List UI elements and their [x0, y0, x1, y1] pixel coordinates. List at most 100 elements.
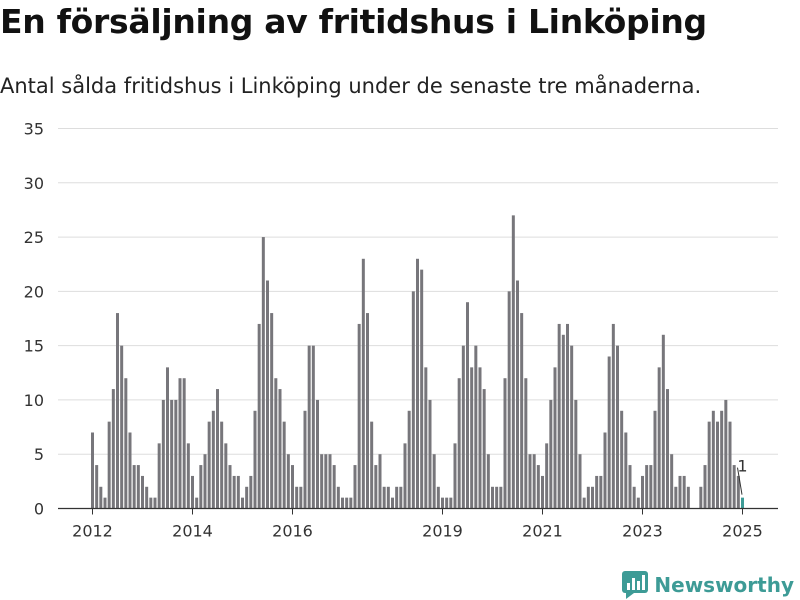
- x-tick-label: 2016: [272, 522, 313, 541]
- y-tick-label: 35: [24, 120, 44, 139]
- bar: [611, 323, 615, 509]
- bar: [720, 410, 724, 509]
- bar: [107, 421, 111, 509]
- bar: [266, 280, 269, 509]
- x-tick-label: 2023: [622, 522, 663, 541]
- bar: [270, 313, 274, 509]
- bar: [386, 486, 390, 509]
- bar: [411, 291, 415, 509]
- bar: [536, 465, 540, 509]
- newsworthy-logo[interactable]: Newsworthy: [622, 570, 794, 600]
- bar: [303, 410, 307, 509]
- bar-latest: [741, 497, 744, 509]
- bar: [716, 421, 719, 509]
- bar: [232, 475, 236, 509]
- bar: [407, 410, 411, 509]
- x-axis: 2012 2014 2016 2019 2021 2023 2025: [58, 507, 778, 541]
- bar: [507, 291, 511, 509]
- bar: [707, 421, 711, 509]
- bar: [570, 345, 574, 509]
- bar: [299, 486, 303, 509]
- bar: [220, 421, 224, 509]
- bar: [274, 378, 278, 509]
- bar: [132, 465, 136, 509]
- bar: [116, 313, 119, 509]
- bar: [353, 465, 357, 509]
- bar: [311, 345, 315, 509]
- bar: [645, 465, 649, 509]
- bar: [711, 410, 715, 509]
- bar: [403, 443, 407, 509]
- bar: [170, 399, 174, 509]
- bar: [391, 497, 394, 509]
- bar: [395, 486, 399, 509]
- y-tick-label: 15: [24, 337, 44, 356]
- bar: [416, 258, 419, 509]
- bar: [486, 454, 490, 509]
- y-tick-label: 25: [24, 228, 44, 247]
- bar: [99, 486, 103, 509]
- bar: [541, 475, 544, 509]
- bar: [136, 465, 140, 509]
- bar: [682, 475, 686, 509]
- bar: [728, 421, 732, 509]
- bar: [432, 454, 436, 509]
- bar: [520, 313, 524, 509]
- bar: [199, 465, 203, 509]
- bar: [661, 334, 665, 509]
- bar: [641, 475, 644, 509]
- bar: [316, 399, 319, 509]
- bar: [528, 454, 532, 509]
- x-tick-label: 2014: [172, 522, 213, 541]
- bar: [370, 421, 374, 509]
- bar: [599, 475, 603, 509]
- bar: [286, 454, 290, 509]
- bar: [561, 334, 565, 509]
- bar: [328, 454, 332, 509]
- bar: [678, 475, 682, 509]
- y-tick-label: 5: [34, 445, 44, 464]
- bar: [195, 497, 199, 509]
- bar: [595, 475, 599, 509]
- bar: [157, 443, 161, 509]
- bar: [574, 399, 578, 509]
- bar: [149, 497, 153, 509]
- bar: [336, 486, 340, 509]
- bar: [382, 486, 386, 509]
- bar: [478, 367, 482, 509]
- bar: [466, 302, 469, 509]
- bar: [603, 432, 607, 509]
- bar: [428, 399, 432, 509]
- bar: [503, 378, 507, 509]
- bar: [666, 389, 669, 509]
- bar: [349, 497, 353, 509]
- bar: [736, 475, 740, 509]
- bar: [557, 323, 561, 509]
- bar: [624, 432, 628, 509]
- y-tick-label: 0: [34, 500, 44, 519]
- bar: [91, 432, 94, 509]
- bar: [224, 443, 228, 509]
- x-tick-label: 2019: [422, 522, 463, 541]
- bar: [699, 486, 703, 509]
- bar: [511, 215, 515, 509]
- bar: [461, 345, 465, 509]
- bar: [228, 465, 232, 509]
- bar: [261, 237, 265, 509]
- bar: [686, 486, 690, 509]
- bar: [566, 323, 569, 509]
- bar: [499, 486, 503, 509]
- bar: [332, 465, 336, 509]
- bar: [491, 486, 494, 509]
- y-axis-labels: 0 5 10 15 20 25 30 35: [24, 120, 44, 519]
- bar: [620, 410, 624, 509]
- bar: [445, 497, 449, 509]
- y-tick-label: 20: [24, 282, 44, 301]
- bar: [295, 486, 299, 509]
- bar: [532, 454, 536, 509]
- bar: [345, 497, 349, 509]
- bar: [174, 399, 178, 509]
- bar: [732, 465, 736, 509]
- bar: [366, 313, 369, 509]
